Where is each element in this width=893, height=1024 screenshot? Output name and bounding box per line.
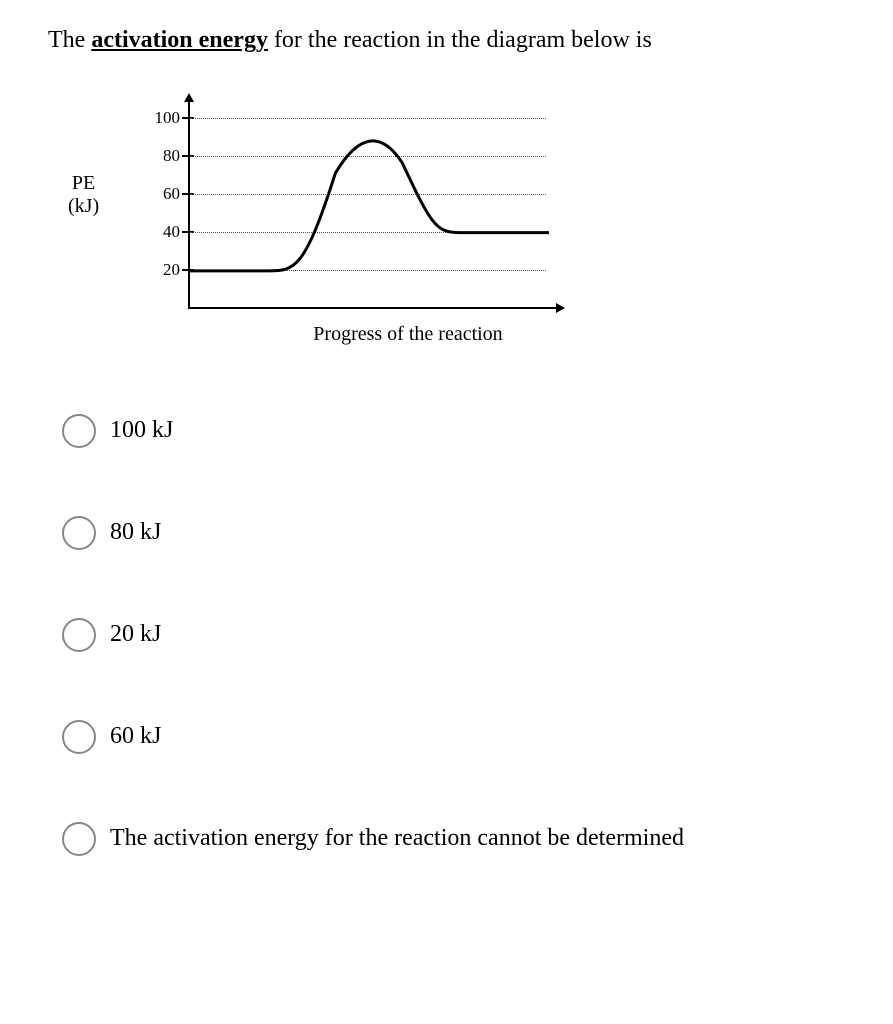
- energy-curve: [188, 99, 568, 309]
- question-suffix: for the reaction in the diagram below is: [268, 27, 652, 53]
- y-axis-label: PE (kJ): [68, 172, 99, 218]
- y-tick-label: 100: [155, 108, 181, 128]
- chart-area: 20406080100 Progress of the reaction: [188, 99, 568, 309]
- energy-diagram: PE (kJ) 20406080100 Progress of the reac…: [78, 94, 598, 354]
- x-axis-label: Progress of the reaction: [258, 323, 558, 346]
- question-underlined: activation energy: [91, 27, 268, 53]
- option-label: 100 kJ: [110, 417, 173, 444]
- option-row[interactable]: 60 kJ: [62, 720, 845, 754]
- answer-options: 100 kJ 80 kJ 20 kJ 60 kJ The activation …: [48, 414, 845, 856]
- option-row[interactable]: 80 kJ: [62, 516, 845, 550]
- radio-icon[interactable]: [62, 822, 96, 856]
- y-tick-label: 80: [163, 146, 180, 166]
- y-axis-label-line1: PE: [72, 172, 95, 194]
- option-label: 60 kJ: [110, 723, 161, 750]
- option-row[interactable]: The activation energy for the reaction c…: [62, 822, 845, 856]
- y-tick-label: 60: [163, 184, 180, 204]
- radio-icon[interactable]: [62, 516, 96, 550]
- option-label: 80 kJ: [110, 519, 161, 546]
- y-axis-label-line2: (kJ): [68, 195, 99, 217]
- y-tick-label: 40: [163, 222, 180, 242]
- question-text: The activation energy for the reaction i…: [48, 24, 845, 58]
- radio-icon[interactable]: [62, 414, 96, 448]
- question-prefix: The: [48, 27, 91, 53]
- y-tick-label: 20: [163, 260, 180, 280]
- option-row[interactable]: 100 kJ: [62, 414, 845, 448]
- option-label: 20 kJ: [110, 621, 161, 648]
- radio-icon[interactable]: [62, 618, 96, 652]
- radio-icon[interactable]: [62, 720, 96, 754]
- option-label: The activation energy for the reaction c…: [110, 825, 684, 852]
- option-row[interactable]: 20 kJ: [62, 618, 845, 652]
